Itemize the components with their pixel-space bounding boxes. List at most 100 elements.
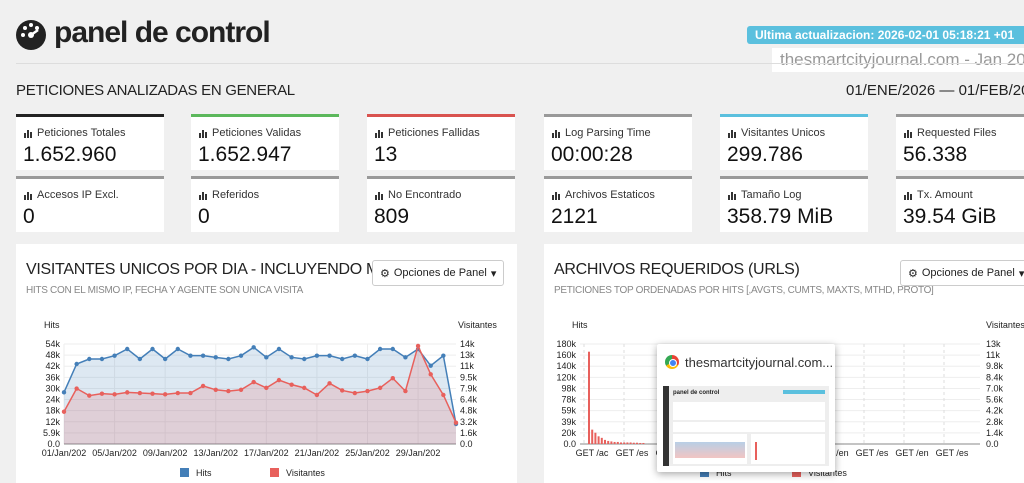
y2-tick-label: 1.4k: [986, 428, 1004, 438]
data-point: [150, 346, 155, 352]
y-tick-label: 140k: [556, 361, 576, 371]
metric-card: Requested Files 56.338: [896, 114, 1024, 170]
data-point: [150, 391, 155, 396]
y-tick-label: 20k: [561, 428, 576, 438]
bar-chart-icon: [24, 191, 32, 200]
y2-tick-label: 7.0k: [986, 383, 1004, 393]
panel-options-button[interactable]: ⚙ Opciones de Panel ▾: [372, 260, 505, 286]
y-tick-label: 18k: [45, 406, 60, 416]
bar: [629, 442, 632, 444]
data-point: [99, 391, 105, 396]
data-point: [276, 377, 282, 383]
y2-tick-label: 11k: [986, 350, 1000, 360]
metric-card: No Encontrado 809: [367, 176, 515, 232]
chrome-icon: [665, 355, 679, 369]
metric-value: 13: [374, 143, 398, 166]
last-update-badge: Ultima actualizacion: 2026-02-01 05:18:2…: [747, 26, 1024, 44]
y2-axis-label: Visitantes: [458, 320, 497, 330]
popup-header: thesmartcityjournal.com...: [657, 344, 835, 380]
watermark-text: thesmartcityjournal.com - Jan 202: [772, 48, 1024, 72]
metric-card: Referidos 0: [191, 176, 339, 232]
bar: [604, 439, 606, 444]
area-hits: [64, 347, 456, 444]
metric-card: Peticiones Validas 1.652.947: [191, 114, 339, 170]
y2-tick-label: 0.0: [986, 439, 999, 449]
bar: [626, 442, 629, 444]
legend-label: Hits: [196, 468, 212, 478]
y-tick-label: 160k: [556, 350, 576, 360]
y2-tick-label: 13k: [986, 339, 1001, 349]
y-tick-label: 12k: [45, 417, 60, 427]
y-tick-label: 98k: [561, 383, 576, 393]
metric-card: Log Parsing Time 00:00:28: [544, 114, 692, 170]
metric-card: Visitantes Unicos 299.786: [720, 114, 868, 170]
y2-axis-label: Visitantes: [986, 320, 1024, 330]
area-visitantes: [64, 345, 456, 444]
metric-label: Log Parsing Time: [552, 127, 651, 139]
data-point: [188, 353, 193, 358]
bar-chart-icon: [24, 129, 32, 138]
metric-label: Requested Files: [904, 127, 997, 139]
bar-chart-icon: [375, 129, 383, 138]
files-panel-title: ARCHIVOS REQUERIDOS (URLS): [554, 261, 800, 278]
panel-options-label: Opciones de Panel: [393, 267, 487, 279]
data-point: [61, 409, 67, 414]
y-tick-label: 78k: [561, 395, 576, 405]
legend-label: Visitantes: [808, 468, 847, 478]
x-tick-label: 13/Jan/202: [193, 448, 238, 458]
legend-label: Visitantes: [286, 468, 325, 478]
bar-chart-icon: [375, 191, 383, 200]
bar: [636, 442, 638, 444]
legend-label: Hits: [716, 468, 732, 478]
data-point: [251, 379, 256, 385]
x-tick-label: GET /es: [936, 448, 969, 458]
bar: [620, 442, 622, 444]
data-point: [238, 387, 244, 393]
data-point: [365, 356, 370, 362]
metric-label: Tx. Amount: [904, 189, 973, 201]
data-point: [276, 346, 282, 352]
data-point: [352, 390, 358, 396]
data-point: [125, 390, 130, 395]
data-point: [200, 353, 206, 358]
data-point: [415, 343, 421, 349]
data-point: [377, 385, 383, 391]
bar: [642, 442, 645, 444]
panel-options-button[interactable]: ⚙ Opciones de Panel ▾: [900, 260, 1024, 286]
overview-title: PETICIONES ANALIZADAS EN GENERAL: [16, 82, 295, 99]
data-point: [327, 353, 332, 358]
metric-value: 299.786: [727, 143, 803, 166]
page-title: panel de control: [14, 16, 271, 50]
bar: [594, 432, 597, 444]
bar: [623, 442, 626, 444]
y-axis-label: Hits: [44, 320, 60, 330]
y-tick-label: 48k: [45, 350, 60, 360]
caret-down-icon: ▾: [1018, 267, 1024, 280]
data-point: [314, 392, 320, 398]
y2-tick-label: 2.8k: [986, 417, 1004, 427]
y2-tick-label: 9.5k: [460, 372, 478, 382]
tab-preview-popup[interactable]: thesmartcityjournal.com... panel de cont…: [657, 344, 835, 472]
data-point: [327, 381, 332, 386]
data-point: [162, 356, 168, 362]
y-tick-label: 54k: [45, 339, 60, 349]
bar: [610, 441, 613, 444]
data-point: [314, 353, 320, 358]
data-point: [175, 346, 181, 352]
x-tick-label: 25/Jan/202: [345, 448, 390, 458]
data-point: [403, 388, 408, 394]
metric-label: Peticiones Totales: [24, 127, 125, 139]
data-point: [403, 355, 408, 360]
metric-value: 0: [198, 205, 210, 228]
legend-swatch: [180, 468, 189, 477]
y-tick-label: 0.0: [563, 439, 576, 449]
metric-card: Archivos Estaticos 2121: [544, 176, 692, 232]
y2-tick-label: 8.4k: [986, 372, 1004, 382]
y2-tick-label: 0.0: [460, 439, 473, 449]
data-point: [441, 353, 446, 358]
gear-icon: ⚙: [380, 267, 390, 280]
data-point: [125, 346, 130, 352]
data-point: [226, 388, 231, 394]
popup-title: thesmartcityjournal.com...: [685, 354, 834, 370]
data-point: [390, 375, 395, 381]
